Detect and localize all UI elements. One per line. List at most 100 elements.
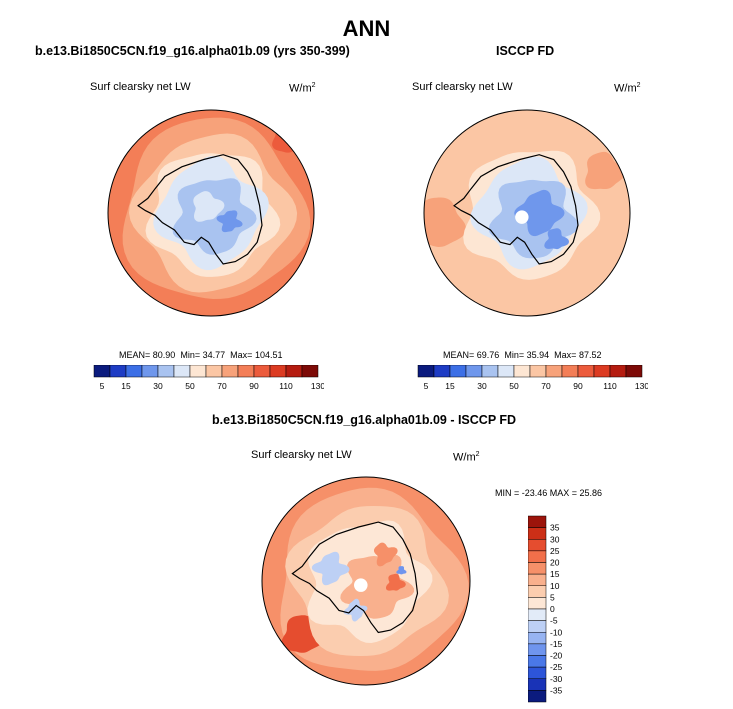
diff-units: W/m2 [453, 451, 480, 464]
model-colorbar-tick-130: 130 [311, 381, 324, 391]
diff-colorbar-box-13 [528, 655, 547, 668]
model-colorbar-box-9 [221, 365, 239, 378]
diff-colorbar-box-9 [528, 608, 547, 621]
model-colorbar: 5 15 30 50 70 90 110 130 [93, 365, 324, 391]
model-stats: MEAN= 80.90 Min= 34.77 Max= 104.51 [119, 350, 283, 360]
model-units: W/m2 [289, 82, 316, 95]
diff-colorbar-box-11 [528, 632, 547, 645]
figure-title: ANN [342, 16, 391, 41]
diff-colorbar-tick-10: 10 [550, 581, 560, 591]
diff-colorbar-tick--10: -10 [550, 627, 563, 637]
obs-colorbar-tick-90: 90 [573, 381, 583, 391]
model-colorbar-box-3 [125, 365, 143, 378]
obs-interior-patch-3 [544, 228, 569, 250]
model-colorbar-box-14 [301, 365, 319, 378]
model-panel-title: b.e13.Bi1850C5CN.f19_g16.alpha01b.09 (yr… [35, 44, 350, 58]
model-colorbar-box-2 [109, 365, 127, 378]
obs-pole-mask [515, 210, 529, 224]
model-colorbar-box-11 [253, 365, 271, 378]
obs-colorbar-tick-130: 130 [635, 381, 648, 391]
model-mean: 80.90 [152, 350, 176, 360]
obs-colorbar-box-9 [545, 365, 563, 378]
obs-colorbar-box-13 [609, 365, 627, 378]
obs-mean: 69.76 [476, 350, 500, 360]
diff-polar-map [261, 476, 471, 686]
diff-colorbar-tick--20: -20 [550, 651, 563, 661]
model-coastline [137, 154, 263, 265]
model-colorbar-tick-5: 5 [100, 381, 105, 391]
diff-colorbar-box-3 [528, 539, 547, 552]
diff-map-border [261, 476, 471, 686]
model-map-border [107, 109, 315, 317]
diff-colorbar-box-1 [528, 515, 547, 528]
model-colorbar-box-7 [189, 365, 207, 378]
model-interior-patch-2 [193, 191, 225, 222]
model-colorbar-box-6 [173, 365, 191, 378]
diff-colorbar-tick-25: 25 [550, 546, 560, 556]
diff-colorbar-tick--5: -5 [550, 616, 558, 626]
diff-colorbar-tick--35: -35 [550, 685, 563, 695]
diff-interior-patch-4 [386, 573, 406, 591]
diff-colorbar-box-2 [528, 527, 547, 540]
diff-field [262, 477, 470, 685]
diff-colorbar-box-7 [528, 585, 547, 598]
diff-colorbar-tick-0: 0 [550, 604, 555, 614]
obs-min: 35.94 [526, 350, 550, 360]
obs-colorbar-box-3 [449, 365, 467, 378]
obs-units: W/m2 [614, 82, 641, 95]
diff-colorbar-box-4 [528, 550, 547, 563]
obs-colorbar-box-12 [593, 365, 611, 378]
model-min: 34.77 [202, 350, 226, 360]
obs-map-border [423, 109, 631, 317]
model-polar-map [107, 109, 315, 317]
diff-interior-patch-6 [396, 566, 407, 575]
obs-polar-map [423, 109, 631, 317]
diff-coastline [291, 521, 419, 634]
diff-colorbar-tick--15: -15 [550, 639, 563, 649]
model-colorbar-tick-90: 90 [249, 381, 259, 391]
obs-stats: MEAN= 69.76 Min= 35.94 Max= 87.52 [443, 350, 602, 360]
model-colorbar-box-1 [93, 365, 111, 378]
obs-colorbar-box-6 [497, 365, 515, 378]
obs-contour-band-3 [585, 151, 625, 190]
diff-colorbar-box-6 [528, 573, 547, 586]
obs-max: 87.52 [578, 350, 602, 360]
obs-colorbar-box-5 [481, 365, 499, 378]
model-field [108, 110, 314, 316]
obs-colorbar-tick-5: 5 [424, 381, 429, 391]
model-interior-patch-4 [272, 123, 304, 153]
diff-colorbar-tick-5: 5 [550, 592, 555, 602]
diff-colorbar-box-12 [528, 643, 547, 656]
model-colorbar-box-8 [205, 365, 223, 378]
diff-colorbar-box-14 [528, 666, 547, 679]
obs-coastline [453, 154, 579, 265]
diff-colorbar-tick-35: 35 [550, 523, 560, 533]
model-colorbar-box-12 [269, 365, 287, 378]
diff-range-text: MIN = -23.46 MAX = 25.86 [495, 488, 603, 498]
model-colorbar-box-4 [141, 365, 159, 378]
model-variable-label: Surf clearsky net LW [90, 81, 191, 93]
obs-colorbar-box-10 [561, 365, 579, 378]
obs-colorbar-tick-30: 30 [477, 381, 487, 391]
obs-interior-patch-2 [514, 189, 565, 237]
diff-colorbar-tick-30: 30 [550, 534, 560, 544]
diff-interior-patch-5 [343, 598, 368, 622]
diff-pole-mask [354, 578, 368, 592]
obs-colorbar-tick-110: 110 [603, 381, 617, 391]
diff-colorbar-box-16 [528, 690, 547, 703]
model-colorbar-tick-15: 15 [121, 381, 131, 391]
obs-colorbar-box-14 [625, 365, 643, 378]
model-colorbar-tick-30: 30 [153, 381, 163, 391]
diff-colorbar-tick-20: 20 [550, 558, 560, 568]
obs-colorbar-tick-50: 50 [509, 381, 519, 391]
diff-colorbar-tick-15: 15 [550, 569, 560, 579]
obs-colorbar-box-7 [513, 365, 531, 378]
obs-colorbar-box-4 [465, 365, 483, 378]
model-colorbar-box-13 [285, 365, 303, 378]
obs-panel-title: ISCCP FD [496, 44, 555, 58]
diff-colorbar-box-10 [528, 620, 547, 633]
diff-colorbar-tick--30: -30 [550, 674, 563, 684]
obs-colorbar-box-11 [577, 365, 595, 378]
obs-colorbar-box-1 [417, 365, 435, 378]
